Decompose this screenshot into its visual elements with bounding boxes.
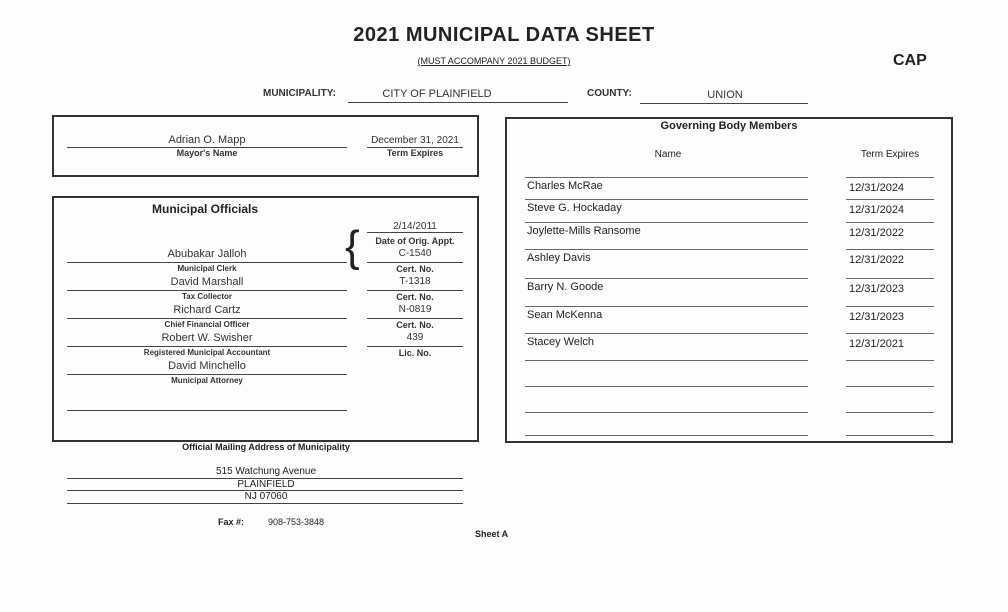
official-cert-label: Lic. No.: [398, 348, 432, 358]
mailing-title: Official Mailing Address of Municipality: [182, 442, 350, 452]
official-name: David Marshall: [170, 276, 244, 288]
mayor-name: Adrian O. Mapp: [168, 134, 246, 146]
member-term: 12/31/2024: [849, 182, 905, 194]
governing-title: Governing Body Members: [660, 120, 798, 132]
name-header: Name: [654, 149, 682, 160]
official-cert-number: C-1540: [398, 248, 432, 259]
cap-label: CAP: [893, 52, 927, 69]
member-term: 12/31/2024: [849, 204, 905, 216]
fax-label: Fax #:: [218, 517, 245, 527]
member-name: Joylette-Mills Ransome: [527, 225, 641, 237]
subtitle: (MUST ACCOMPANY 2021 BUDGET): [417, 56, 571, 66]
divider: [348, 102, 568, 103]
municipality-value: CITY OF PLAINFIELD: [382, 88, 492, 100]
governing-box: [505, 117, 953, 443]
official-role: Chief Financial Officer: [164, 320, 250, 329]
brace-icon: {: [345, 222, 360, 271]
official-name: Richard Cartz: [173, 304, 241, 316]
official-role: Municipal Clerk: [177, 264, 237, 273]
member-term: 12/31/2022: [849, 227, 905, 239]
member-term: 12/31/2021: [849, 338, 905, 350]
official-role: Municipal Attorney: [171, 376, 243, 385]
member-name: Barry N. Goode: [527, 281, 604, 293]
official-name: Abubakar Jalloh: [167, 248, 247, 260]
official-name: Robert W. Swisher: [161, 332, 253, 344]
page-title: 2021 MUNICIPAL DATA SHEET: [353, 24, 655, 46]
official-role: Tax Collector: [181, 292, 233, 301]
mailing-line2: PLAINFIELD: [237, 479, 295, 490]
member-term: 12/31/2023: [849, 311, 905, 323]
county-label: COUNTY:: [587, 88, 632, 99]
mayor-term: December 31, 2021: [371, 135, 459, 146]
officials-box: [52, 196, 479, 442]
official-name: David Minchello: [168, 360, 246, 372]
member-name: Stacey Welch: [527, 336, 595, 348]
mayor-box: [52, 115, 479, 177]
official-cert-number: T-1318: [399, 276, 431, 287]
official-cert-number: 439: [406, 332, 424, 343]
member-name: Sean McKenna: [527, 309, 603, 321]
official-cert-label: Cert. No.: [396, 320, 434, 330]
mailing-line3: NJ 07060: [244, 491, 288, 502]
official-cert-label: Cert. No.: [396, 264, 434, 274]
sheet-label: Sheet A: [475, 529, 509, 539]
mailing-line1: 515 Watchung Avenue: [215, 466, 317, 477]
member-name: Steve G. Hockaday: [527, 202, 622, 214]
official-cert-label: Cert. No.: [396, 292, 434, 302]
member-name: Charles McRae: [527, 180, 603, 192]
municipality-label: MUNICIPALITY:: [263, 88, 336, 99]
term-header: Term Expires: [860, 149, 920, 160]
mayor-term-label: Term Expires: [386, 148, 444, 158]
official-role: Registered Municipal Accountant: [143, 348, 271, 357]
member-name: Ashley Davis: [527, 252, 591, 264]
member-term: 12/31/2022: [849, 254, 905, 266]
member-term: 12/31/2023: [849, 283, 905, 295]
fax-value: 908-753-3848: [268, 517, 325, 527]
appointment-date-label: Date of Orig. Appt.: [375, 236, 455, 246]
county-value: UNION: [707, 89, 743, 101]
appointment-date: 2/14/2011: [393, 221, 437, 232]
officials-title: Municipal Officials: [152, 202, 259, 216]
official-cert-number: N-0819: [398, 304, 432, 315]
divider: [640, 103, 808, 104]
mayor-name-label: Mayor's Name: [176, 148, 238, 158]
